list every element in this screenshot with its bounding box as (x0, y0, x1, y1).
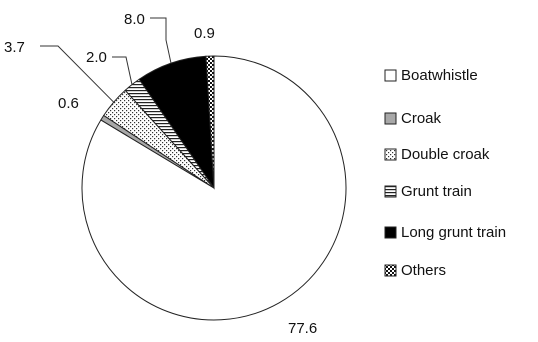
legend-item-grunt-train: Grunt train (384, 183, 472, 200)
legend-swatch-grunt-train (384, 185, 397, 198)
legend-item-others: Others (384, 262, 446, 279)
legend-item-double-croak: Double croak (384, 146, 490, 163)
leader-line-long-grunt-train (150, 17, 172, 64)
slice-value-label-croak: 0.6 (58, 95, 79, 112)
legend-swatch-others (384, 264, 397, 277)
legend-swatch-croak (384, 112, 397, 125)
leader-line-double-croak (40, 45, 115, 103)
slice-value-label-others: 0.9 (194, 25, 215, 42)
legend-item-croak: Croak (384, 110, 442, 127)
legend-label-double-croak: Double croak (401, 146, 490, 163)
legend-item-long-grunt-train: Long grunt train (384, 224, 506, 241)
legend-item-boatwhistle: Boatwhistle (384, 67, 478, 84)
leader-line-grunt-train (112, 56, 133, 85)
slice-value-label-grunt-train: 2.0 (86, 49, 107, 66)
legend: Boatwhistle Croak Double croak Grunt tra… (384, 67, 506, 279)
slice-value-label-boatwhistle: 77.6 (288, 320, 317, 337)
legend-swatch-boatwhistle (384, 69, 397, 82)
legend-label-boatwhistle: Boatwhistle (401, 67, 478, 84)
pie-slices (81, 55, 347, 321)
slice-value-label-long-grunt-train: 8.0 (124, 11, 145, 28)
slice-value-label-double-croak: 3.7 (4, 39, 25, 56)
legend-swatch-double-croak (384, 148, 397, 161)
legend-label-grunt-train: Grunt train (401, 183, 472, 200)
legend-swatch-long-grunt-train (384, 226, 397, 239)
legend-label-long-grunt-train: Long grunt train (401, 224, 506, 241)
pie-slice-others (205, 55, 215, 189)
leader-lines (40, 17, 172, 103)
legend-label-others: Others (401, 262, 446, 279)
legend-label-croak: Croak (401, 110, 442, 127)
